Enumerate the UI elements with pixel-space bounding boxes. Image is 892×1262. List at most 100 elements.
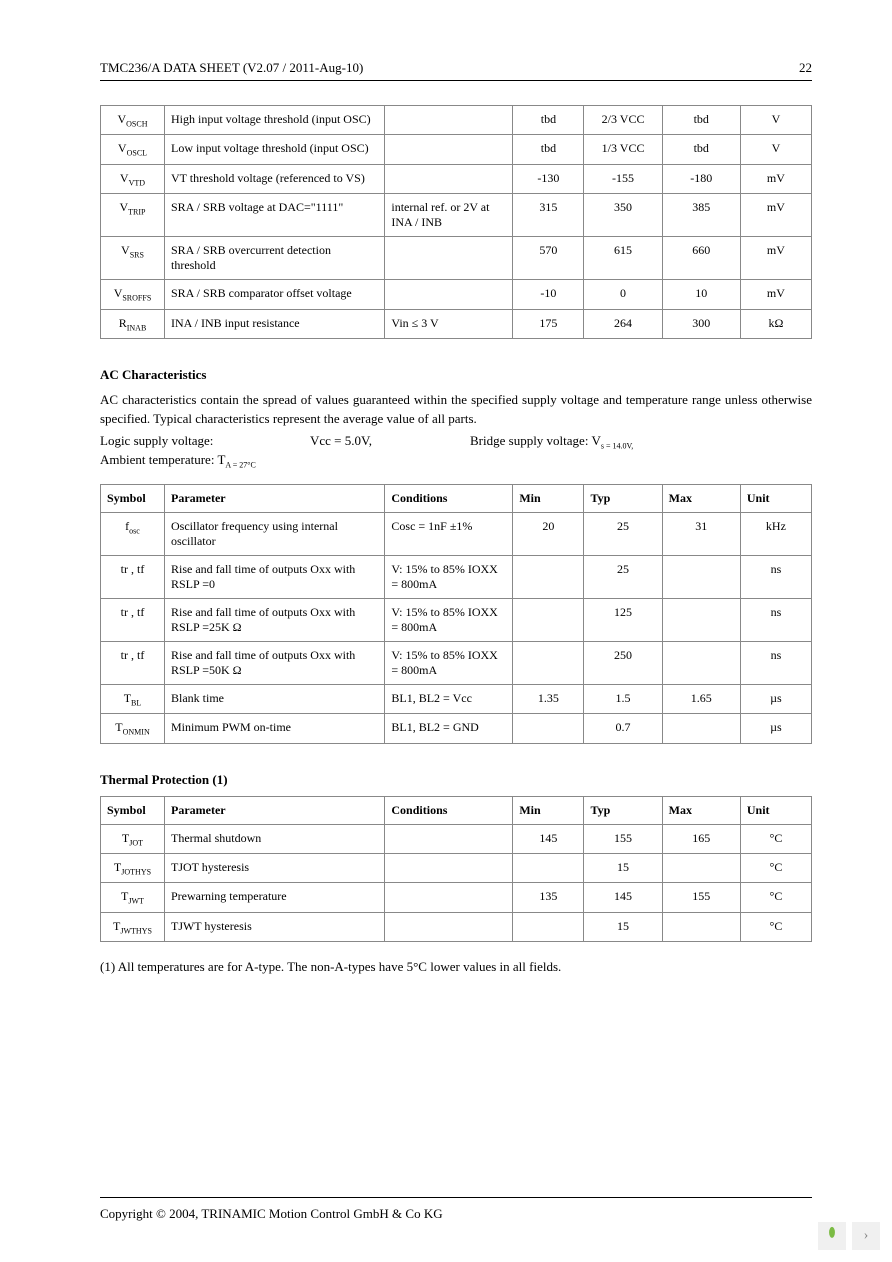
cell-min: 135 (513, 883, 584, 912)
cell-symbol: TJOT (101, 824, 165, 853)
cell-max (662, 714, 740, 743)
cell-typ: 25 (584, 555, 662, 598)
cell-max (662, 598, 740, 641)
cell-parameter: Thermal shutdown (164, 824, 384, 853)
cell-symbol: tr , tf (101, 555, 165, 598)
cell-parameter: Minimum PWM on-time (164, 714, 384, 743)
copyright-text: Copyright © 2004, TRINAMIC Motion Contro… (100, 1206, 443, 1221)
cell-parameter: TJOT hysteresis (164, 854, 384, 883)
table-row: VVTDVT threshold voltage (referenced to … (101, 164, 812, 193)
logo-button[interactable] (818, 1222, 846, 1250)
th-min: Min (513, 484, 584, 512)
cell-typ: 145 (584, 883, 662, 912)
cell-max: tbd (662, 135, 740, 164)
cell-parameter: Prewarning temperature (164, 883, 384, 912)
page-footer: Copyright © 2004, TRINAMIC Motion Contro… (100, 1191, 812, 1223)
cell-min: -130 (513, 164, 584, 193)
cell-typ: -155 (584, 164, 662, 193)
cell-symbol: VOSCH (101, 106, 165, 135)
page-content: TMC236/A DATA SHEET (V2.07 / 2011-Aug-10… (0, 0, 892, 1021)
ac-title: AC Characteristics (100, 367, 812, 383)
th-min: Min (513, 796, 584, 824)
cell-min (513, 598, 584, 641)
cell-max: 660 (662, 237, 740, 280)
cell-min (513, 641, 584, 684)
page-number: 22 (799, 60, 812, 76)
cell-max: 31 (662, 512, 740, 555)
cell-parameter: SRA / SRB overcurrent detection threshol… (164, 237, 384, 280)
table-row: foscOscillator frequency using internal … (101, 512, 812, 555)
cell-unit: V (740, 106, 811, 135)
table-row: TJOTHYSTJOT hysteresis15°C (101, 854, 812, 883)
cell-unit: ns (740, 598, 811, 641)
table-row: tr , tfRise and fall time of outputs Oxx… (101, 555, 812, 598)
cell-typ: 250 (584, 641, 662, 684)
cell-symbol: VSRS (101, 237, 165, 280)
cell-typ: 264 (584, 309, 662, 338)
cell-typ: 0.7 (584, 714, 662, 743)
table-row: VSROFFSSRA / SRB comparator offset volta… (101, 280, 812, 309)
cell-max (662, 555, 740, 598)
thermal-header-row: Symbol Parameter Conditions Min Typ Max … (101, 796, 812, 824)
th-cond: Conditions (385, 484, 513, 512)
dc-char-table: VOSCHHigh input voltage threshold (input… (100, 105, 812, 339)
cell-max: 385 (662, 194, 740, 237)
cell-symbol: VSROFFS (101, 280, 165, 309)
cell-min (513, 555, 584, 598)
ac-c1c: Bridge supply voltage: Vs = 14.0V, (470, 433, 633, 451)
cell-symbol: TJWT (101, 883, 165, 912)
th-symbol: Symbol (101, 484, 165, 512)
cell-symbol: TJOTHYS (101, 854, 165, 883)
cell-parameter: TJWT hysteresis (164, 912, 384, 941)
th-param: Parameter (164, 484, 384, 512)
cell-max: 300 (662, 309, 740, 338)
cell-max: -180 (662, 164, 740, 193)
cell-unit: ns (740, 555, 811, 598)
cell-parameter: SRA / SRB comparator offset voltage (164, 280, 384, 309)
cell-unit: µs (740, 714, 811, 743)
cell-parameter: Rise and fall time of outputs Oxx with R… (164, 555, 384, 598)
cell-parameter: Oscillator frequency using internal osci… (164, 512, 384, 555)
page-wrapper: TMC236/A DATA SHEET (V2.07 / 2011-Aug-10… (0, 0, 892, 1262)
cell-symbol: TJWTHYS (101, 912, 165, 941)
table-row: TJOTThermal shutdown145155165°C (101, 824, 812, 853)
cell-min: 570 (513, 237, 584, 280)
cell-unit: kΩ (740, 309, 811, 338)
cell-min (513, 714, 584, 743)
th-cond: Conditions (385, 796, 513, 824)
cell-min: 175 (513, 309, 584, 338)
cell-symbol: tr , tf (101, 641, 165, 684)
cell-typ: 1/3 VCC (584, 135, 662, 164)
cell-symbol: VOSCL (101, 135, 165, 164)
table-row: tr , tfRise and fall time of outputs Oxx… (101, 641, 812, 684)
cell-parameter: Low input voltage threshold (input OSC) (164, 135, 384, 164)
cell-unit: mV (740, 237, 811, 280)
th-unit: Unit (740, 796, 811, 824)
next-page-button[interactable]: › (852, 1222, 880, 1250)
ac-header-row: Symbol Parameter Conditions Min Typ Max … (101, 484, 812, 512)
cell-parameter: Blank time (164, 684, 384, 713)
th-typ: Typ (584, 796, 662, 824)
cell-unit: °C (740, 854, 811, 883)
cell-unit: °C (740, 912, 811, 941)
cell-conditions: V: 15% to 85% IOXX = 800mA (385, 641, 513, 684)
cell-min: -10 (513, 280, 584, 309)
cell-unit: mV (740, 280, 811, 309)
header-rule (100, 80, 812, 81)
table-row: tr , tfRise and fall time of outputs Oxx… (101, 598, 812, 641)
cell-conditions (385, 164, 513, 193)
doc-title: TMC236/A DATA SHEET (V2.07 / 2011-Aug-10… (100, 60, 363, 76)
cell-unit: mV (740, 194, 811, 237)
cell-typ: 615 (584, 237, 662, 280)
cell-parameter: Rise and fall time of outputs Oxx with R… (164, 641, 384, 684)
cell-min (513, 912, 584, 941)
cell-unit: V (740, 135, 811, 164)
cell-symbol: tr , tf (101, 598, 165, 641)
table-row: TJWTPrewarning temperature135145155°C (101, 883, 812, 912)
cell-parameter: SRA / SRB voltage at DAC="1111" (164, 194, 384, 237)
cell-typ: 15 (584, 912, 662, 941)
cell-max (662, 641, 740, 684)
thermal-note: (1) All temperatures are for A-type. The… (100, 958, 812, 977)
ac-c2a: Ambient temperature: TA = 27°C (100, 452, 270, 470)
cell-symbol: fosc (101, 512, 165, 555)
